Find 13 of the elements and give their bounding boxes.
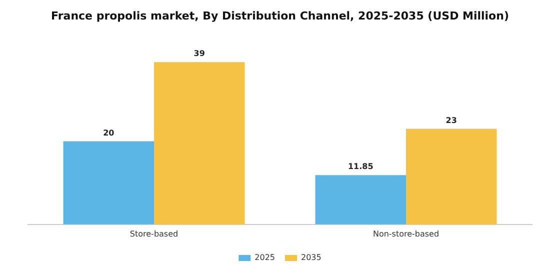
bar [315, 175, 406, 224]
x-tick-label: Non-store-based [372, 229, 440, 238]
data-label: 20 [103, 128, 115, 138]
legend-label: 2025 [254, 253, 275, 262]
legend-label: 2035 [301, 253, 322, 262]
chart-title: France propolis market, By Distribution Channel, 2025-2035 (USD Million) [51, 9, 509, 22]
bar [63, 141, 154, 224]
data-label: 23 [446, 116, 457, 125]
x-tick-label: Store-based [130, 229, 178, 238]
data-label: 39 [194, 49, 206, 58]
bar [406, 128, 497, 224]
data-label: 11.85 [348, 162, 374, 172]
bar [154, 62, 245, 224]
